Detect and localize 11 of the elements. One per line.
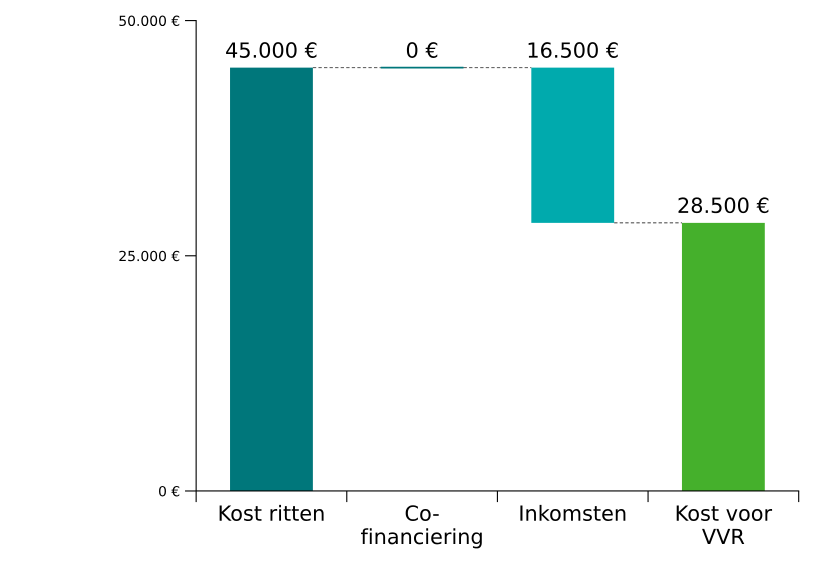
data-label: 45.000 € xyxy=(226,42,316,58)
data-label: 16.500 € xyxy=(528,42,618,58)
y-tick-label: 0 € xyxy=(158,486,180,496)
y-tick-label: 25.000 € xyxy=(119,250,180,262)
x-tick-label: Kost ritten xyxy=(220,504,324,521)
x-tick-label: Co- financiering xyxy=(361,505,482,548)
x-tick-label: Inkomsten xyxy=(520,504,626,521)
x-tick-label: Kost voor VVR xyxy=(676,506,772,544)
data-label: 28.500 € xyxy=(678,197,768,214)
data-label: 0 € xyxy=(406,42,438,58)
y-tick-label: 50.000 € xyxy=(119,16,180,26)
